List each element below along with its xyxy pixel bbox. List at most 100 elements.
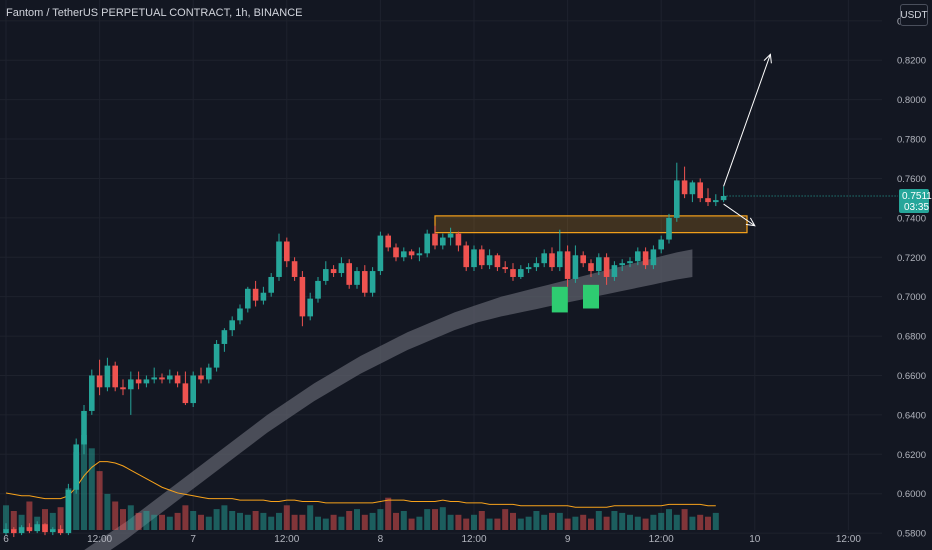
- volume-bar: [299, 514, 306, 530]
- volume-bar: [174, 512, 181, 530]
- volume-bar: [673, 514, 680, 530]
- projection-arrow: [723, 54, 771, 187]
- candle-body: [541, 253, 547, 264]
- candle-body: [151, 377, 157, 380]
- volume-bar: [541, 514, 548, 530]
- time-tick-label: 12:00: [649, 534, 674, 545]
- time-tick-label: 12:00: [836, 534, 861, 545]
- candle-body: [510, 269, 516, 277]
- volume-bar: [96, 471, 103, 530]
- volume-bar: [486, 518, 493, 530]
- grid: [0, 0, 882, 534]
- volume-bar: [642, 518, 649, 530]
- resistance-zone: [434, 215, 748, 234]
- projection-arrows: [723, 53, 772, 227]
- candle-body: [408, 251, 415, 256]
- candle-body: [564, 251, 571, 279]
- arrow-head: [745, 217, 756, 227]
- volume-bar: [494, 518, 501, 530]
- volume-bar: [525, 516, 532, 530]
- candle-body: [73, 444, 79, 490]
- volume-bar: [18, 514, 25, 530]
- candle-body: [112, 365, 118, 388]
- volume-ma-line: [5, 461, 716, 508]
- candle-body: [206, 367, 212, 380]
- candle-body: [650, 249, 657, 266]
- candle-body: [720, 195, 727, 201]
- volume-bar: [120, 509, 126, 530]
- volume-bar: [478, 511, 485, 530]
- volume-bar: [346, 511, 353, 530]
- volume-bar: [572, 516, 579, 530]
- volume-bar: [166, 516, 173, 530]
- candle-body: [549, 253, 555, 268]
- candle-body: [213, 343, 220, 368]
- candle-body: [291, 261, 298, 277]
- candle-body: [705, 198, 711, 203]
- volume-bar: [3, 505, 9, 530]
- volume-bar: [705, 516, 711, 530]
- volume-bar: [650, 514, 657, 530]
- candle-body: [120, 387, 126, 390]
- candle-body: [81, 410, 87, 445]
- highlight-bars: [551, 284, 599, 313]
- highlight-bar: [583, 284, 599, 309]
- currency-button[interactable]: USDT: [900, 4, 928, 26]
- candle-body: [424, 233, 430, 254]
- volume-bar: [57, 507, 64, 530]
- candle-body: [143, 379, 150, 384]
- candle-body: [135, 379, 142, 384]
- volume-bar: [517, 518, 524, 530]
- candle-body: [315, 280, 321, 299]
- volume-bar: [588, 518, 594, 530]
- volume-bar: [447, 514, 454, 530]
- volume-bar: [81, 435, 87, 530]
- candle-body: [159, 377, 165, 380]
- volume-bar: [338, 516, 345, 530]
- price-tick-label: 0.5800: [897, 529, 926, 540]
- price-tag-box: [899, 188, 929, 213]
- candle-body: [11, 529, 17, 534]
- candle-body: [190, 375, 196, 404]
- candle-body: [416, 253, 423, 256]
- price-tick-label: 0.6200: [897, 450, 926, 461]
- candle-body: [658, 239, 664, 250]
- candle-body: [635, 251, 641, 262]
- candle-body: [440, 237, 446, 246]
- volume-bar: [463, 518, 470, 530]
- candle-body: [502, 267, 508, 270]
- candle-body: [369, 271, 376, 293]
- volume-bar: [260, 512, 267, 530]
- volume-bar: [330, 514, 337, 530]
- candle-body: [479, 249, 485, 266]
- candle-body: [96, 375, 103, 388]
- candle-body: [689, 182, 696, 195]
- volume-bar: [205, 516, 212, 530]
- price-tick-label: 0.6600: [897, 371, 926, 382]
- price-tick-label: 0.7000: [897, 292, 926, 303]
- volume-bar: [400, 511, 407, 530]
- price-tag-countdown: 03:35: [904, 202, 929, 213]
- current-price-tag: 0.7511 03:35: [723, 188, 932, 213]
- volume-moving-average: [5, 461, 716, 508]
- candle-body: [471, 249, 477, 268]
- time-tick-label: 6: [3, 534, 9, 545]
- volume-bar: [611, 511, 618, 530]
- volume-bar: [556, 512, 563, 530]
- volume-bar: [221, 505, 228, 530]
- volume-bar: [127, 505, 134, 530]
- volume-bar: [112, 501, 119, 530]
- volume-bar: [424, 509, 431, 530]
- volume-bar: [385, 497, 392, 530]
- volume-bar: [26, 501, 33, 530]
- volume-bar: [104, 493, 111, 530]
- volume-bar: [49, 512, 56, 530]
- volume-bar: [658, 512, 665, 530]
- price-tick-label: 0.8000: [897, 95, 926, 106]
- candle-body: [245, 288, 251, 309]
- candle-body: [346, 263, 352, 285]
- candle-body: [619, 263, 625, 266]
- volume-bar: [580, 514, 587, 530]
- candle-body: [34, 524, 40, 532]
